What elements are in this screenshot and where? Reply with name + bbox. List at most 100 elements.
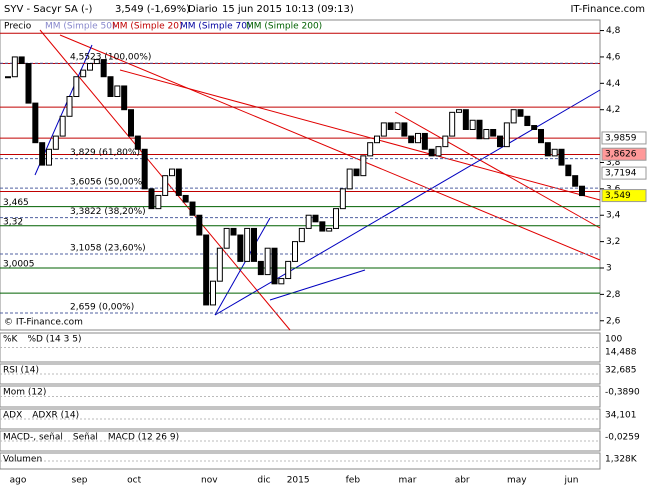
value-box <box>601 189 647 203</box>
candle <box>271 247 278 285</box>
candle <box>517 109 524 117</box>
price: 3,549 (-1,69%) <box>115 4 190 15</box>
candle <box>5 76 11 79</box>
candle <box>203 234 210 306</box>
candle <box>579 185 585 197</box>
candle <box>210 280 216 306</box>
candle <box>93 59 100 65</box>
candle <box>223 227 230 249</box>
y-tick-label: 2,6 <box>606 316 621 326</box>
candle <box>360 155 367 177</box>
panel-title: MACD-, señal <box>3 433 63 443</box>
x-tick-label: jun <box>564 476 579 486</box>
candle <box>421 132 428 150</box>
candle <box>524 115 531 127</box>
candle <box>476 119 483 140</box>
x-tick-label: feb <box>346 476 361 486</box>
candle <box>490 128 497 137</box>
fib-label: 2,659 (0,00%) <box>70 302 134 312</box>
candle <box>510 109 517 124</box>
candle <box>87 63 93 71</box>
candle <box>128 109 134 137</box>
panel-value: 1,328K <box>605 455 638 465</box>
candle <box>59 115 66 137</box>
value-label: 3,9859 <box>605 133 637 143</box>
panel-value: -0,3890 <box>605 388 640 398</box>
candle <box>456 109 462 113</box>
watermark: © IT-Finance.com <box>4 318 83 328</box>
candle <box>408 135 415 144</box>
candle <box>257 260 264 276</box>
legend-item: MM (Simple 20) <box>112 22 182 32</box>
date: 15 jun 2015 10:13 (09:13) <box>222 4 354 15</box>
level-label: 3,0005 <box>3 259 35 269</box>
value-box <box>601 147 647 161</box>
candle <box>558 148 565 166</box>
candle <box>367 142 374 157</box>
panel-title: %K <box>3 335 19 345</box>
panel-title: %D (14 3 5) <box>27 335 81 345</box>
candle <box>339 188 346 210</box>
candle <box>326 227 333 232</box>
candle <box>401 122 408 137</box>
candle <box>264 247 271 276</box>
x-tick-label: may <box>507 476 527 486</box>
candle <box>387 122 394 130</box>
panel-value: 32,685 <box>605 366 637 376</box>
panel-value: 34,101 <box>605 411 637 421</box>
candle <box>73 76 80 98</box>
candle <box>565 164 572 177</box>
candle <box>462 109 469 130</box>
candle <box>32 102 39 144</box>
candle <box>298 227 305 243</box>
fib-label: 3,3822 (38,20%) <box>70 207 146 217</box>
candle <box>346 168 353 190</box>
x-tick-label: oct <box>127 476 141 486</box>
y-tick-label: 4,6 <box>606 52 621 62</box>
y-tick-label: 3,8 <box>606 158 621 168</box>
candle <box>551 148 558 157</box>
candle <box>121 85 128 111</box>
candle <box>285 260 292 280</box>
panel-title: MACD (12 26 9) <box>108 433 179 443</box>
legend-item: Precio <box>4 22 32 32</box>
candle <box>353 168 360 177</box>
value-label: 3,7194 <box>605 169 637 179</box>
y-tick-label: 3,2 <box>606 237 620 247</box>
candle <box>483 128 490 140</box>
candle <box>230 227 237 236</box>
plot-frame <box>0 19 601 331</box>
candle <box>141 148 148 190</box>
panel-value: 100 <box>605 335 622 345</box>
legend-item: MM (Simple 200) <box>246 22 322 32</box>
x-tick-label: mar <box>399 476 417 486</box>
candle <box>531 125 538 130</box>
panel-title: Señal <box>73 433 98 443</box>
level-label: 3,465 <box>3 198 29 208</box>
panel-value: 14,488 <box>605 348 637 358</box>
candle <box>415 132 421 144</box>
candle <box>25 63 32 104</box>
candle <box>155 194 162 210</box>
candle <box>449 111 456 137</box>
value-label: 3,549 <box>605 191 631 201</box>
candle <box>538 128 544 144</box>
candle <box>175 168 182 196</box>
legend-item: MM (Simple 70) <box>180 22 250 32</box>
y-tick-label: 3 <box>606 264 612 274</box>
candle <box>572 175 579 187</box>
candle <box>39 142 46 166</box>
panel-title: Volumen <box>3 455 42 465</box>
candle <box>182 194 189 203</box>
candle <box>237 234 244 262</box>
panel-title: RSI (14) <box>3 366 39 376</box>
y-tick-label: 4,4 <box>606 79 621 89</box>
candle <box>251 227 257 262</box>
x-tick-label: nov <box>201 476 218 486</box>
candle <box>11 56 18 78</box>
x-tick-label: ago <box>10 476 27 486</box>
x-tick-label: 2015 <box>287 476 310 486</box>
candle <box>394 122 401 130</box>
panel-title: Mom (12) <box>3 388 46 398</box>
